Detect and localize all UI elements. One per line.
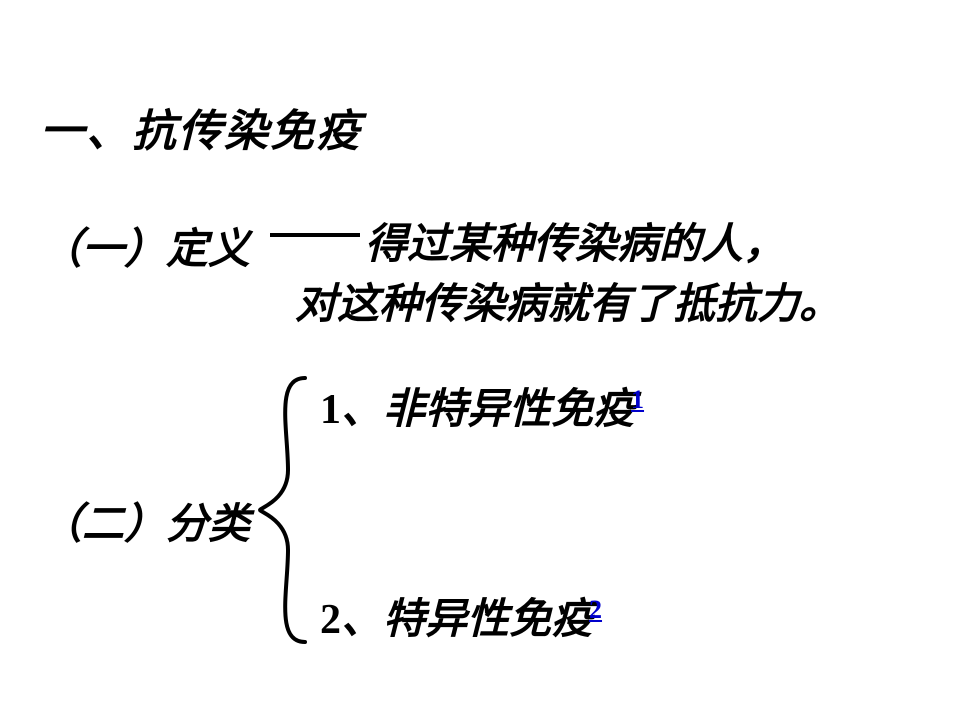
main-heading: 一、抗传染免疫 bbox=[40, 95, 362, 159]
definition-line-1: 得过某种传染病的人， bbox=[365, 210, 785, 271]
definition-line-2: 对这种传染病就有了抵抗力。 bbox=[295, 270, 841, 331]
item-1-number: 1 bbox=[320, 387, 341, 433]
item-2-number: 2 bbox=[320, 597, 341, 643]
item-1-text: 非特异性免疫 bbox=[383, 387, 635, 433]
section-2-label: （二）分类 bbox=[40, 490, 250, 551]
item-2-sep: 、 bbox=[341, 597, 383, 643]
footnote-link-1[interactable]: 1 bbox=[631, 385, 644, 414]
curly-brace-icon bbox=[250, 370, 310, 650]
slide: 一、抗传染免疫 （一）定义 得过某种传染病的人， 对这种传染病就有了抵抗力。 （… bbox=[0, 0, 960, 720]
classification-item-1: 1、非特异性免疫1 bbox=[320, 375, 644, 436]
classification-item-2: 2、特异性免疫2 bbox=[320, 585, 602, 646]
footnote-link-2[interactable]: 2 bbox=[589, 595, 602, 624]
section-1-label: （一）定义 bbox=[40, 215, 250, 276]
item-1-sep: 、 bbox=[341, 387, 383, 433]
item-2-text: 特异性免疫 bbox=[383, 597, 593, 643]
em-dash bbox=[270, 233, 360, 237]
